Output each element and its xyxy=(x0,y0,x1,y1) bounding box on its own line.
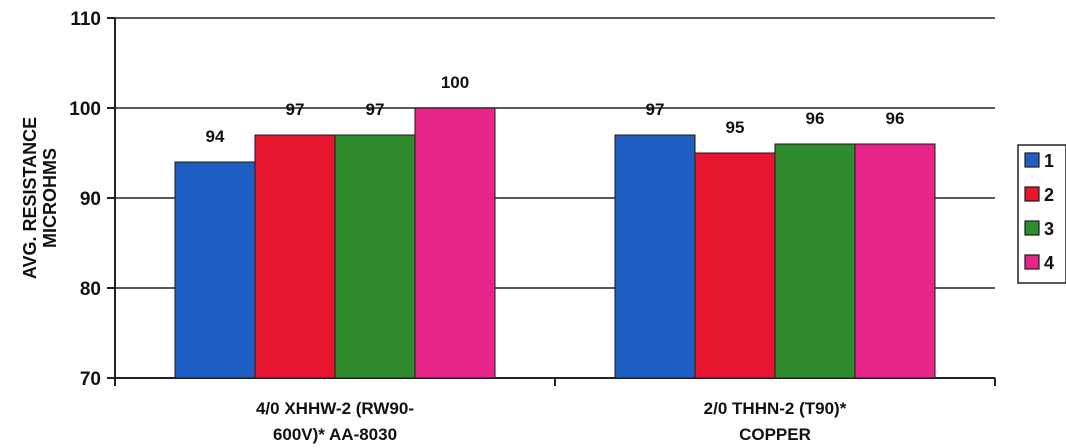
legend-label-3: 3 xyxy=(1044,219,1054,239)
y-tick-label: 70 xyxy=(80,369,101,390)
legend-label-1: 1 xyxy=(1044,151,1054,171)
bar-series-1-cat-1 xyxy=(174,161,256,379)
y-tick-label: 100 xyxy=(69,99,101,120)
y-tick-label: 80 xyxy=(80,279,101,300)
legend-label-2: 2 xyxy=(1044,185,1054,205)
legend-label-4: 4 xyxy=(1044,253,1054,273)
data-label: 100 xyxy=(441,73,469,92)
y-axis-label-line-2: MICROHMS xyxy=(40,148,60,248)
data-label: 94 xyxy=(206,127,225,146)
y-tick-label: 90 xyxy=(80,189,101,210)
y-tick-labels: 70 80 90 100 110 xyxy=(69,9,101,390)
data-label: 97 xyxy=(286,100,305,119)
bar-series-1-cat-2 xyxy=(614,134,696,379)
y-axis-label-line-1: AVG. RESISTANCE xyxy=(20,117,40,279)
bars xyxy=(174,107,936,379)
data-label: 96 xyxy=(806,109,825,128)
data-label: 96 xyxy=(886,109,905,128)
legend-swatch-1 xyxy=(1024,152,1040,168)
bar-series-2-cat-1 xyxy=(254,134,336,379)
category-label-line: 4/0 XHHW-2 (RW90- xyxy=(256,399,414,418)
data-label: 97 xyxy=(646,100,665,119)
legend: 1 2 3 4 xyxy=(1017,144,1066,284)
y-tick-label: 110 xyxy=(70,9,101,30)
legend-swatch-3 xyxy=(1024,220,1040,236)
category-label-line: 2/0 THHN-2 (T90)* xyxy=(704,399,847,418)
legend-swatch-2 xyxy=(1024,186,1040,202)
bar-series-4-cat-1 xyxy=(414,107,496,379)
data-labels: 94 97 97 100 97 95 96 96 xyxy=(206,73,905,146)
bar-series-3-cat-2 xyxy=(774,143,856,379)
legend-swatch-4 xyxy=(1024,254,1040,270)
category-labels: 4/0 XHHW-2 (RW90- 600V)* AA-8030 2/0 THHN-… xyxy=(256,399,847,444)
data-label: 95 xyxy=(726,118,745,137)
bar-series-2-cat-2 xyxy=(694,152,776,379)
category-label-line: 600V)* AA-8030 xyxy=(273,425,397,444)
bar-series-4-cat-2 xyxy=(854,143,936,379)
data-label: 97 xyxy=(366,100,385,119)
category-label-line: COPPER xyxy=(739,425,811,444)
bar-series-3-cat-1 xyxy=(334,134,416,379)
